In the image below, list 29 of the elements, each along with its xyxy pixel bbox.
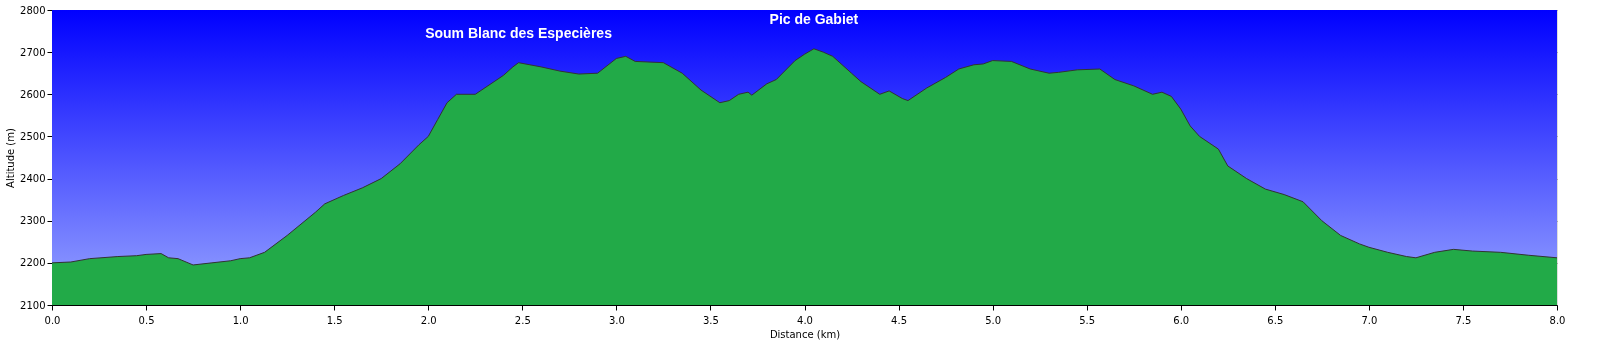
x-tick-label: 1.0	[232, 314, 249, 326]
y-tick-label: 2500	[20, 130, 46, 142]
y-tick-label: 2700	[20, 46, 46, 58]
x-tick-label: 3.0	[608, 314, 625, 326]
y-tick-label: 2800	[20, 4, 46, 16]
x-tick-label: 2.5	[514, 314, 531, 326]
x-tick-label: 7.5	[1455, 314, 1472, 326]
annotation: Pic de Gabiet	[769, 10, 859, 27]
y-tick-label: 2600	[20, 88, 46, 100]
x-tick-label: 6.5	[1267, 314, 1284, 326]
y-tick-label: 2300	[20, 215, 46, 227]
x-tick-label: 0.0	[44, 314, 61, 326]
x-tick-label: 0.5	[138, 314, 155, 326]
x-tick-label: 4.5	[891, 314, 908, 326]
y-axis-title: Altitude (m)	[5, 128, 17, 188]
y-tick-label: 2400	[20, 173, 46, 185]
annotation: Soum Blanc des Especières	[425, 24, 613, 41]
x-tick-label: 1.5	[326, 314, 343, 326]
x-tick-label: 2.0	[420, 314, 437, 326]
x-tick-label: 6.0	[1173, 314, 1190, 326]
x-tick-label: 5.5	[1079, 314, 1096, 326]
x-axis-title: Distance (km)	[769, 328, 841, 340]
x-tick-label: 7.0	[1361, 314, 1378, 326]
x-tick-label: 3.5	[702, 314, 719, 326]
x-tick-label: 4.0	[797, 314, 813, 326]
y-tick-label: 2200	[20, 257, 46, 269]
x-tick-label: 8.0	[1549, 314, 1566, 326]
y-tick-label: 2100	[20, 299, 46, 311]
x-tick-label: 5.0	[985, 314, 1002, 326]
